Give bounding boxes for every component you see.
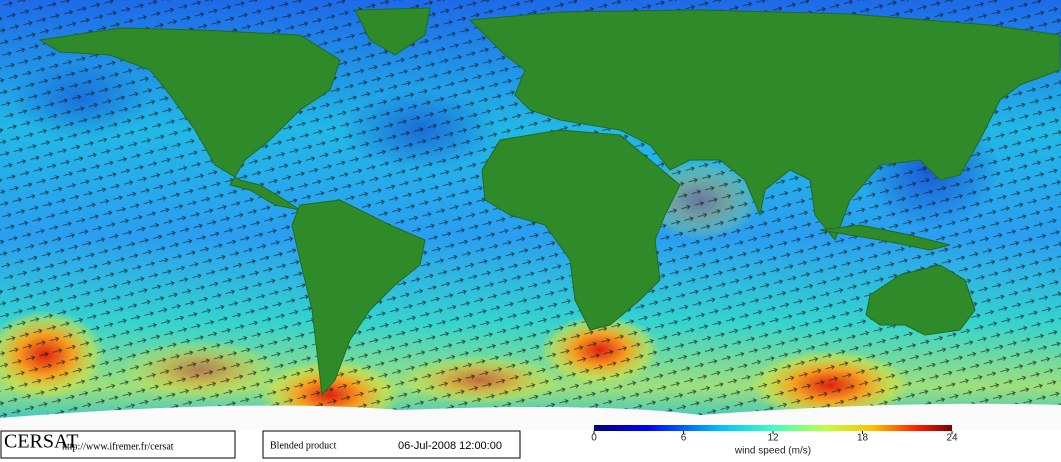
land [38, 7, 1061, 397]
product: Blended product [270, 440, 337, 451]
north-america [38, 27, 341, 211]
colorbar-tick-label: 24 [946, 433, 958, 444]
antarctica [0, 403, 1061, 430]
eurasia [468, 9, 1061, 241]
south-america [291, 199, 426, 397]
logo-box [0, 430, 236, 459]
africa [481, 129, 681, 331]
colorbar-tick-label: 0 [591, 433, 597, 444]
date: 06-Jul-2008 12:00:00 [398, 440, 502, 452]
logo: CERSAT [4, 431, 78, 453]
colorbar-label: wind speed (m/s) [734, 446, 811, 457]
product-box [262, 430, 521, 459]
colorbar-tick-label: 12 [767, 433, 779, 444]
colorbar-tick-label: 6 [681, 433, 687, 444]
greenland [354, 7, 431, 56]
colorbar [594, 425, 952, 431]
australia [865, 264, 976, 336]
indonesia [819, 224, 951, 251]
url: http://www.ifremer.fr/cersat [62, 441, 174, 452]
colorbar-tick-label: 18 [857, 433, 869, 444]
